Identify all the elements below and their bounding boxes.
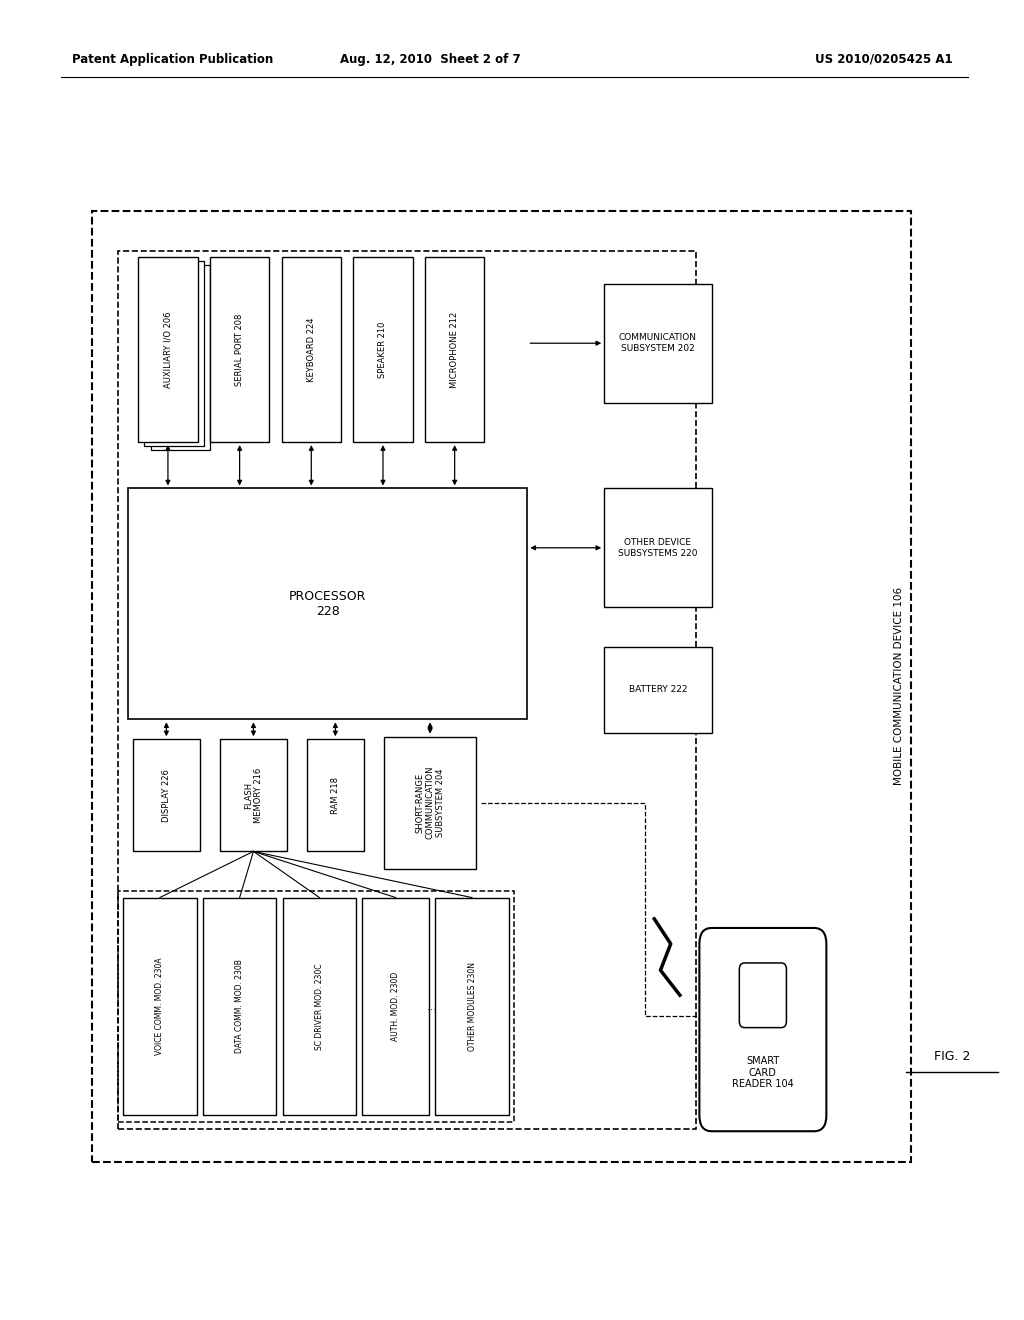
Text: FIG. 2: FIG. 2: [934, 1049, 971, 1063]
Text: MOBILE COMMUNICATION DEVICE 106: MOBILE COMMUNICATION DEVICE 106: [894, 587, 904, 785]
Text: US 2010/0205425 A1: US 2010/0205425 A1: [815, 53, 952, 66]
FancyBboxPatch shape: [362, 898, 429, 1115]
FancyBboxPatch shape: [220, 739, 287, 851]
Text: OTHER MODULES 230N: OTHER MODULES 230N: [468, 962, 476, 1051]
FancyBboxPatch shape: [123, 898, 197, 1115]
FancyBboxPatch shape: [604, 647, 712, 733]
Text: DISPLAY 226: DISPLAY 226: [162, 768, 171, 822]
Text: ...: ...: [427, 1002, 437, 1011]
FancyBboxPatch shape: [435, 898, 509, 1115]
Text: VOICE COMM. MOD. 230A: VOICE COMM. MOD. 230A: [156, 958, 164, 1055]
Text: PROCESSOR
228: PROCESSOR 228: [289, 590, 367, 618]
Text: OTHER DEVICE
SUBSYSTEMS 220: OTHER DEVICE SUBSYSTEMS 220: [618, 539, 697, 557]
Text: SHORT-RANGE
COMMUNICATION
SUBSYSTEM 204: SHORT-RANGE COMMUNICATION SUBSYSTEM 204: [415, 766, 445, 840]
FancyBboxPatch shape: [282, 257, 341, 442]
Text: SC DRIVER MOD. 230C: SC DRIVER MOD. 230C: [315, 964, 324, 1049]
FancyBboxPatch shape: [699, 928, 826, 1131]
FancyBboxPatch shape: [151, 265, 210, 450]
FancyBboxPatch shape: [353, 257, 413, 442]
Text: AUXILIARY I/O 206: AUXILIARY I/O 206: [164, 312, 172, 388]
Text: SERIAL PORT 208: SERIAL PORT 208: [236, 314, 244, 385]
FancyBboxPatch shape: [307, 739, 364, 851]
FancyBboxPatch shape: [604, 488, 712, 607]
FancyBboxPatch shape: [128, 488, 527, 719]
FancyBboxPatch shape: [739, 964, 786, 1027]
FancyBboxPatch shape: [604, 284, 712, 403]
Text: FLASH
MEMORY 216: FLASH MEMORY 216: [244, 768, 263, 822]
FancyBboxPatch shape: [144, 261, 204, 446]
Text: SPEAKER 210: SPEAKER 210: [379, 322, 387, 378]
FancyBboxPatch shape: [133, 739, 200, 851]
Text: KEYBOARD 224: KEYBOARD 224: [307, 318, 315, 381]
Text: RAM 218: RAM 218: [331, 776, 340, 814]
FancyBboxPatch shape: [203, 898, 276, 1115]
FancyBboxPatch shape: [210, 257, 269, 442]
Text: Aug. 12, 2010  Sheet 2 of 7: Aug. 12, 2010 Sheet 2 of 7: [340, 53, 520, 66]
Text: SMART
CARD
READER 104: SMART CARD READER 104: [732, 1056, 794, 1089]
FancyBboxPatch shape: [425, 257, 484, 442]
FancyBboxPatch shape: [283, 898, 356, 1115]
Text: Patent Application Publication: Patent Application Publication: [72, 53, 273, 66]
Text: MICROPHONE 212: MICROPHONE 212: [451, 312, 459, 388]
FancyBboxPatch shape: [138, 257, 198, 442]
Text: COMMUNICATION
SUBSYSTEM 202: COMMUNICATION SUBSYSTEM 202: [618, 334, 697, 352]
Text: BATTERY 222: BATTERY 222: [629, 685, 687, 694]
Text: DATA COMM. MOD. 230B: DATA COMM. MOD. 230B: [236, 960, 244, 1053]
FancyBboxPatch shape: [384, 737, 476, 869]
Text: AUTH. MOD. 230D: AUTH. MOD. 230D: [391, 972, 400, 1041]
